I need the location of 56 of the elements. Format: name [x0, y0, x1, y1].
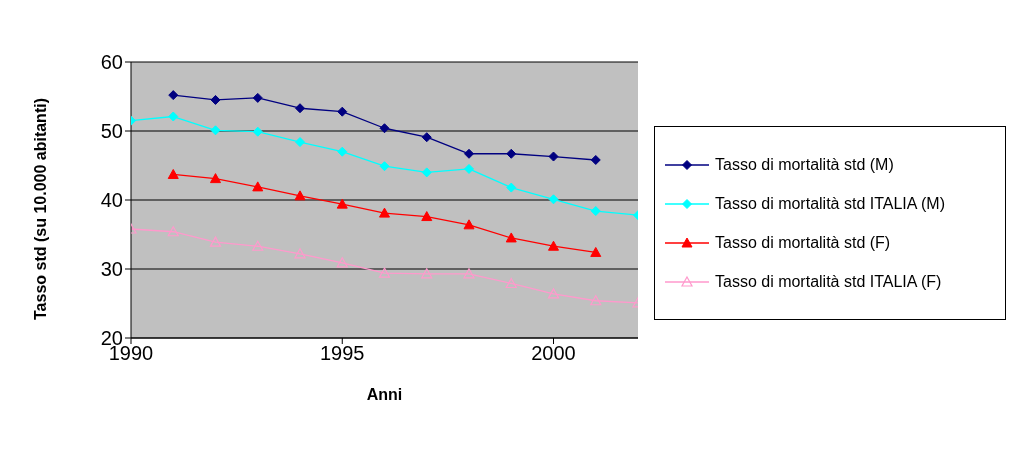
point [379, 123, 390, 134]
y-tick-label: 30 [100, 258, 123, 281]
point [421, 268, 433, 279]
y-tick-label: 60 [100, 51, 123, 74]
point [590, 295, 602, 306]
point [463, 219, 475, 230]
point [463, 268, 475, 279]
point [294, 248, 306, 259]
point [505, 232, 517, 243]
point [167, 168, 179, 179]
point [464, 148, 474, 159]
point [547, 288, 560, 299]
point [590, 246, 602, 257]
point [252, 240, 264, 251]
point [295, 137, 305, 148]
point [506, 148, 517, 159]
point [294, 190, 306, 201]
point [210, 94, 221, 105]
point [421, 167, 432, 178]
x-tick-label: 2000 [531, 342, 576, 365]
point [337, 106, 348, 117]
point [378, 267, 391, 278]
point [590, 154, 601, 165]
point [421, 211, 433, 222]
point [337, 146, 348, 157]
point [252, 181, 264, 192]
point [464, 163, 474, 174]
x-tick-label: 1995 [320, 342, 365, 365]
point [252, 126, 263, 137]
point [421, 132, 432, 143]
point [336, 257, 348, 268]
y-tick-label: 40 [100, 189, 123, 212]
y-tick-label: 50 [100, 120, 123, 143]
point [548, 151, 559, 162]
point [506, 182, 517, 193]
y-axis-title: Tasso std (su 10.000 abitanti) [31, 98, 49, 320]
point [210, 125, 221, 136]
point [336, 198, 348, 209]
point [548, 240, 559, 251]
point [379, 161, 390, 172]
point [168, 90, 179, 101]
point [252, 92, 263, 103]
legend-label: Tasso di mortalità std (F) [715, 233, 891, 252]
legend-label: Tasso di mortalità std (M) [715, 155, 894, 174]
point [548, 194, 559, 205]
x-axis-title: Anni [366, 386, 403, 403]
point [505, 277, 517, 289]
legend-label: Tasso di mortalità std ITALIA (M) [715, 194, 945, 213]
point [210, 173, 221, 184]
point [379, 207, 390, 218]
legend-label: Tasso di mortalità std ITALIA (F) [715, 272, 942, 291]
point [295, 103, 305, 114]
point [168, 111, 179, 122]
point [167, 226, 179, 237]
point [209, 236, 222, 247]
point [590, 206, 601, 217]
